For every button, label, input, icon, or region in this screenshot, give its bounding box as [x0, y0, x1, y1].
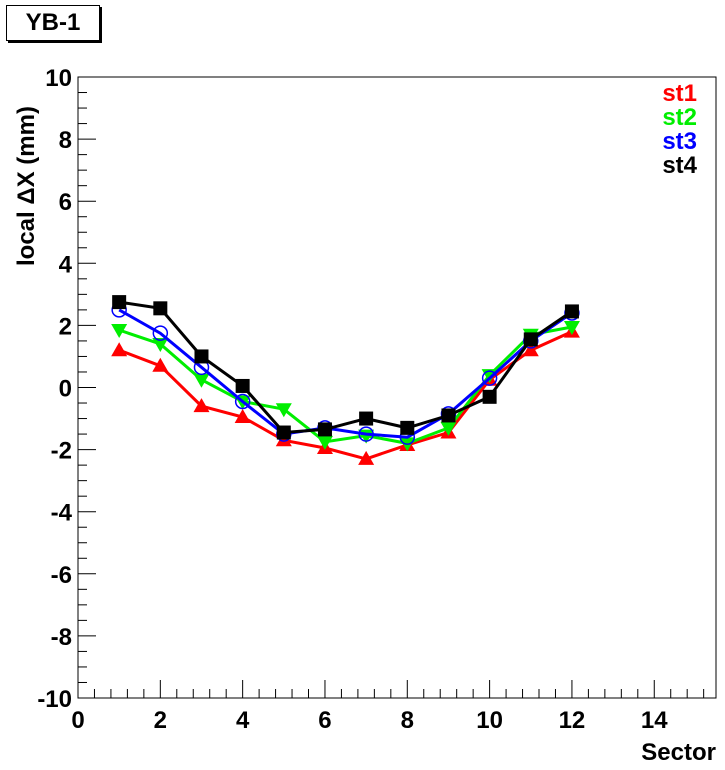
data-point-st1	[152, 357, 169, 372]
series-line-st2	[118, 325, 573, 445]
data-point-st4	[317, 422, 332, 437]
data-point-st3	[234, 393, 251, 410]
legend-entry-st2: st2	[662, 104, 697, 131]
axis-ticks	[77, 76, 705, 699]
y-tick-label: -4	[51, 500, 73, 527]
x-tick-label: 10	[476, 707, 503, 734]
plot-frame	[77, 76, 717, 699]
data-point-st3	[152, 325, 169, 341]
x-tick-label: 2	[154, 707, 167, 734]
series-line-st4	[118, 300, 573, 435]
legend-entry-st1: st1	[662, 80, 697, 107]
data-point-st2	[193, 373, 210, 388]
x-tick-label: 4	[236, 707, 250, 734]
data-point-st4	[400, 420, 415, 435]
data-point-st2	[111, 324, 128, 339]
data-point-st4	[276, 425, 291, 440]
y-tick-label: -10	[37, 686, 72, 713]
x-tick-label: 12	[559, 707, 586, 734]
series-line-st3	[118, 308, 573, 439]
data-point-st4	[359, 411, 374, 426]
data-point-st4	[112, 295, 127, 310]
data-point-st4	[523, 332, 538, 347]
y-tick-label: 2	[59, 313, 72, 340]
data-point-st2	[563, 320, 580, 335]
data-point-st4	[235, 378, 250, 393]
series-st1	[111, 323, 580, 465]
data-point-st1	[234, 408, 251, 423]
data-point-st4	[482, 389, 497, 404]
y-tick-label: 4	[59, 251, 73, 278]
y-tick-label: 8	[59, 127, 72, 154]
data-point-st1	[522, 342, 539, 357]
data-point-st4	[153, 301, 168, 316]
data-point-st2	[152, 338, 169, 353]
x-tick-label: 6	[318, 707, 331, 734]
data-point-st2	[275, 403, 292, 418]
data-point-st2	[316, 435, 333, 450]
data-point-st3	[481, 370, 498, 386]
tick-labels: 0 2 4 6 8 10 12 14 -10 -8 -6 -4 -2 0 2 4 6 8 10	[37, 65, 668, 734]
x-tick-label: 8	[401, 707, 414, 734]
x-tick-label: 0	[71, 707, 84, 734]
x-tick-label: 14	[641, 707, 668, 734]
chart-title: YB-1	[6, 5, 100, 41]
y-tick-label: -2	[51, 438, 72, 465]
y-tick-label: -6	[51, 562, 72, 589]
data-point-st1	[111, 342, 128, 357]
legend-entry-st3: st3	[662, 128, 697, 155]
data-point-st1	[193, 398, 210, 413]
data-point-st1	[358, 450, 375, 465]
data-point-st4	[441, 408, 456, 423]
y-tick-label: 10	[45, 65, 72, 92]
series-st2	[111, 320, 580, 452]
data-point-st3	[358, 426, 374, 442]
legend-entry-st4: st4	[662, 152, 697, 179]
x-axis-label: Sector	[641, 739, 716, 766]
data-point-st4	[194, 349, 209, 364]
y-tick-label: -8	[51, 624, 72, 651]
series-st4	[112, 295, 579, 440]
y-tick-label: 0	[59, 376, 72, 403]
series-layer	[111, 295, 580, 465]
data-point-st2	[440, 421, 457, 436]
y-tick-label: 6	[59, 189, 72, 216]
data-point-st4	[564, 304, 579, 319]
y-axis-label: local ΔX (mm)	[13, 106, 40, 266]
